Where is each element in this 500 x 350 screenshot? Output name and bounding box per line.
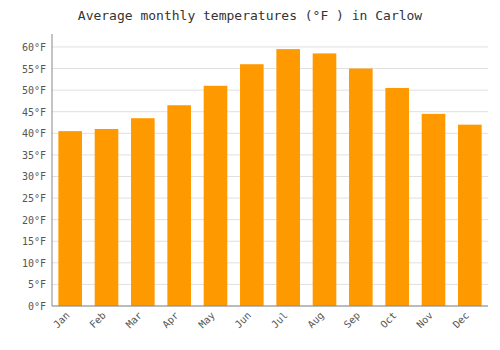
bar [204, 86, 228, 306]
y-tick-label: 25°F [22, 193, 46, 204]
grid-line [52, 68, 488, 69]
grid-line [52, 306, 488, 307]
x-tick-label: Oct [378, 310, 399, 331]
y-tick-label: 5°F [28, 279, 46, 290]
y-grid [52, 47, 488, 306]
x-tick-labels: Jan Feb Mar Apr May Jun Jul Aug Sep Oct Nov Dec [51, 310, 471, 331]
bar [385, 88, 409, 306]
bar [240, 64, 264, 306]
x-tick-label: Jan [51, 310, 72, 331]
grid-line [52, 46, 488, 47]
bar [313, 53, 337, 306]
y-tick-label: 50°F [22, 85, 46, 96]
bar [95, 129, 119, 306]
x-tick-label: Sep [342, 310, 363, 331]
grid-line [52, 111, 488, 112]
y-tick-label: 15°F [22, 236, 46, 247]
y-tick-labels: 0°F 5°F 10°F 15°F 20°F 25°F 30°F 35°F 40°F 45°F 50… [22, 42, 46, 312]
bar [458, 125, 482, 306]
bar [349, 69, 373, 306]
y-tick-label: 45°F [22, 107, 46, 118]
y-tick-label: 20°F [22, 215, 46, 226]
x-tick-label: Jul [269, 310, 290, 331]
y-tick-label: 40°F [22, 128, 46, 139]
x-tick-label: Jun [233, 310, 254, 331]
y-tick-label: 35°F [22, 150, 46, 161]
bar [167, 105, 191, 306]
y-tick-label: 30°F [22, 171, 46, 182]
x-tick-label: Dec [451, 310, 472, 331]
x-tick-label: Feb [87, 310, 108, 331]
x-tick-label: Nov [414, 310, 435, 331]
chart-container: Average monthly temperatures (°F ) in Ca… [0, 0, 500, 350]
x-tick-label: Apr [160, 310, 181, 331]
bar [58, 131, 82, 306]
x-axis-line [52, 306, 488, 307]
bar [276, 49, 300, 306]
x-tick-label: Aug [305, 310, 326, 331]
y-tick-label: 55°F [22, 64, 46, 75]
chart-title: Average monthly temperatures (°F ) in Ca… [78, 8, 423, 23]
chart-svg: Average monthly temperatures (°F ) in Ca… [0, 0, 500, 350]
y-tick-label: 0°F [28, 301, 46, 312]
y-tick-label: 60°F [22, 42, 46, 53]
x-tick-label: May [196, 310, 217, 331]
bar [422, 114, 446, 306]
y-tick-label: 10°F [22, 258, 46, 269]
x-tick-label: Mar [124, 310, 145, 331]
bars [58, 49, 481, 306]
y-axis-line [52, 34, 53, 306]
grid-line [52, 90, 488, 91]
bar [131, 118, 155, 306]
